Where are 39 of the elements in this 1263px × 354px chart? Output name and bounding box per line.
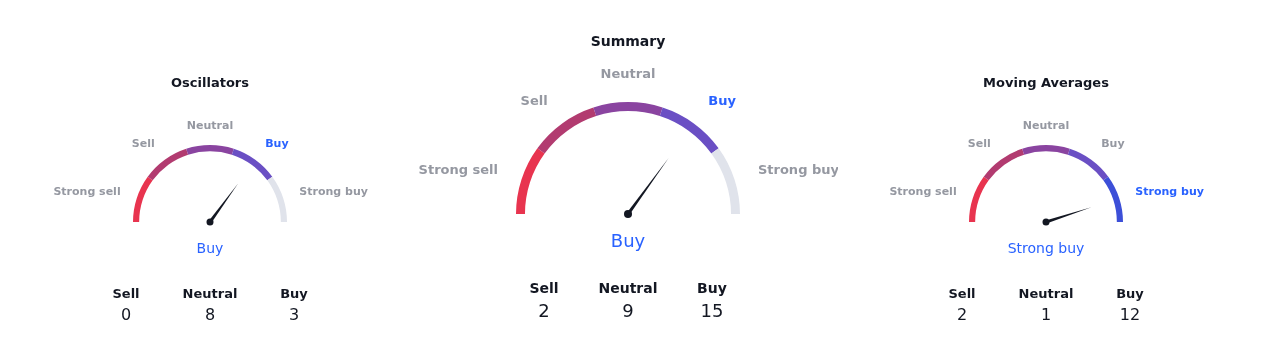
text: Sell xyxy=(948,286,976,301)
text: 2 xyxy=(538,300,550,321)
slice-label: Neutral xyxy=(186,119,234,133)
text: Buy xyxy=(697,280,727,296)
slice-label: Sell xyxy=(131,137,155,151)
text: 15 xyxy=(700,300,724,321)
text: Buy xyxy=(280,286,308,301)
slice-label: Buy xyxy=(1101,137,1125,151)
text: Strong buy xyxy=(1007,240,1085,256)
text: 12 xyxy=(1119,305,1141,324)
slice-label: Sell xyxy=(967,137,991,151)
text: Neutral xyxy=(182,286,238,301)
text: Neutral xyxy=(1018,286,1074,301)
text: Buy xyxy=(609,230,647,251)
chart-title: Summary xyxy=(589,33,667,49)
slice-label: Neutral xyxy=(1022,119,1070,133)
slice-label: Strong buy xyxy=(1135,185,1204,199)
text: Sell xyxy=(112,286,140,301)
chart-title: Oscillators xyxy=(170,75,250,90)
slice-label: Strong sell xyxy=(889,185,957,199)
text: 3 xyxy=(288,305,300,324)
chart-title: Moving Averages xyxy=(982,75,1110,90)
text: 1 xyxy=(1040,305,1052,324)
text: 2 xyxy=(956,305,968,324)
text: Buy xyxy=(195,240,225,256)
slice-label: Sell xyxy=(520,92,548,108)
text: 9 xyxy=(622,300,634,321)
slice-label: Strong sell xyxy=(53,185,121,199)
text: 8 xyxy=(204,305,216,324)
slice-label: Neutral xyxy=(600,66,656,81)
text: Neutral xyxy=(598,280,658,296)
text: Buy xyxy=(1116,286,1144,301)
slice-label: Buy xyxy=(708,92,737,108)
text: Sell xyxy=(529,280,559,296)
slice-label: Strong buy xyxy=(299,185,368,199)
slice-label: Strong buy xyxy=(757,162,840,178)
text: 0 xyxy=(120,305,132,324)
slice-label: Buy xyxy=(265,137,289,151)
slice-label: Strong sell xyxy=(418,162,499,178)
